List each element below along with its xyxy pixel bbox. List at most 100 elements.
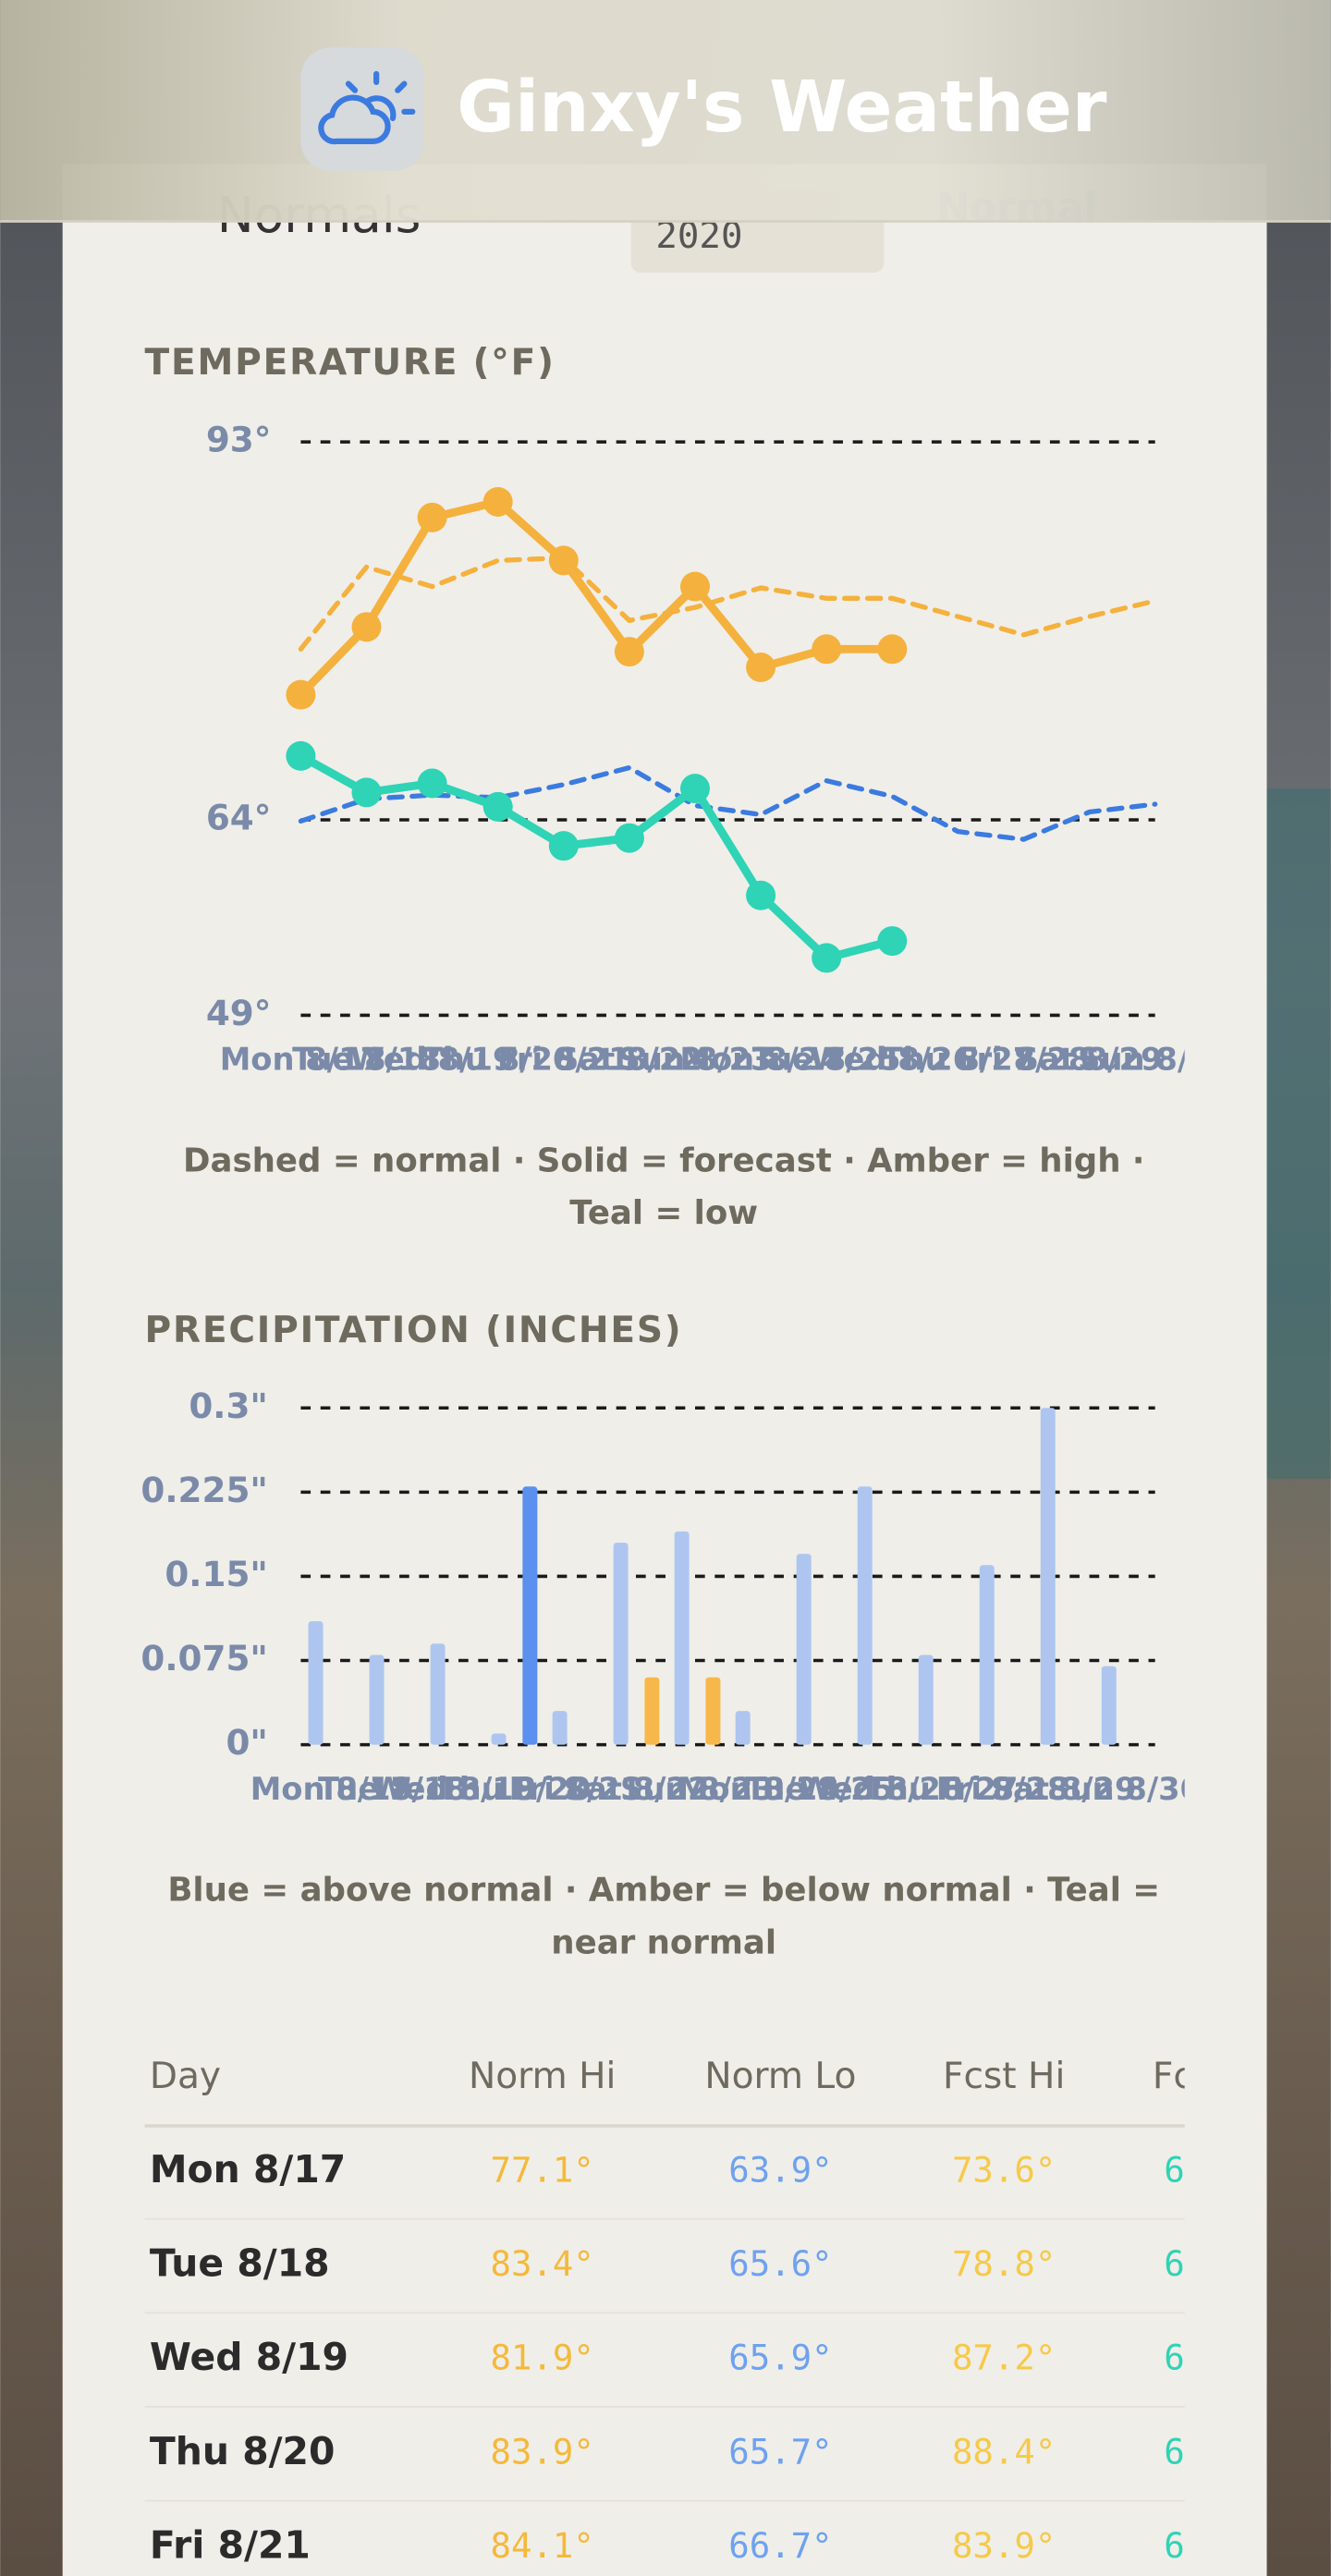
point	[351, 777, 382, 808]
point	[417, 502, 447, 532]
x-tick-label: Thu 8/20	[421, 1042, 575, 1078]
table-value: 63.9°	[728, 2149, 832, 2190]
y-tick-label: 64°	[206, 797, 272, 837]
x-tick-label: Sun 8/23	[618, 1042, 773, 1078]
x-tick-label: Tue 8/18	[292, 1042, 441, 1078]
point	[351, 612, 382, 642]
table-value: 78.8°	[952, 2243, 1056, 2284]
table-header: Norm Lo	[704, 2056, 856, 2097]
table-header: Norm Hi	[469, 2056, 616, 2097]
x-tick-label: Wed 8/19	[372, 1771, 536, 1807]
table-value: 81.9°	[491, 2338, 594, 2378]
y-tick-label: 0"	[226, 1722, 267, 1763]
bar	[674, 1531, 690, 1745]
table-day: Thu 8/20	[150, 2429, 336, 2473]
table-day: Mon 8/17	[150, 2147, 346, 2191]
point	[417, 768, 447, 799]
x-tick-label: Tue 8/25	[745, 1771, 894, 1807]
table-value: 73.6°	[952, 2149, 1056, 2190]
series-line	[296, 497, 897, 700]
table-value: 65.9°	[728, 2338, 832, 2378]
x-tick-label: Mon 8/24	[678, 1771, 839, 1807]
bar	[705, 1677, 721, 1745]
y-tick-label: 49°	[206, 993, 272, 1033]
chart-title: TEMPERATURE (°F)	[145, 342, 556, 384]
table-value: 62.0°	[1164, 2525, 1267, 2566]
x-tick-label: Wed 8/19	[350, 1042, 515, 1078]
x-tick-label: Tue 8/18	[318, 1771, 467, 1807]
point	[877, 634, 908, 665]
table-value: 87.2°	[952, 2338, 1056, 2378]
table-value: 66.1°	[1164, 2243, 1267, 2284]
point	[548, 545, 579, 576]
header-bar	[0, 0, 1331, 222]
chart-caption-box: Blue = above normal · Amber = below norm…	[167, 1870, 1160, 1962]
background-sea	[1266, 788, 1331, 1479]
point	[614, 823, 644, 853]
card	[62, 164, 1267, 2576]
x-tick-label: Mon 8/24	[679, 1042, 841, 1078]
point	[614, 637, 644, 667]
table-value: 88.4°	[952, 2431, 1056, 2472]
series-line	[298, 764, 1158, 842]
header-border	[0, 220, 1331, 223]
x-tick-label: Tue 8/25	[752, 1042, 901, 1078]
chart-caption: Dashed = normal · Solid = forecast · Amb…	[182, 1140, 1145, 1233]
y-tick-label: 0.225"	[140, 1470, 267, 1510]
table-value: 77.1°	[491, 2149, 594, 2190]
point	[286, 740, 316, 771]
bar	[644, 1677, 660, 1745]
table-day: Wed 8/19	[150, 2335, 348, 2379]
table-value: 84.1°	[491, 2525, 594, 2566]
table-value: 66.8°	[1164, 2338, 1267, 2378]
x-tick-label: Sun 8/23	[620, 1771, 775, 1807]
bar	[552, 1711, 568, 1745]
y-tick-label: 0.15"	[165, 1554, 268, 1594]
bar	[1101, 1666, 1117, 1745]
bar	[430, 1643, 446, 1745]
series-line	[298, 555, 1158, 652]
bar	[308, 1621, 324, 1745]
point	[877, 926, 908, 957]
chart-title: PRECIPITATION (INCHES)	[145, 1310, 683, 1351]
point	[812, 943, 842, 973]
header: Ginxy's Weather	[0, 0, 1331, 223]
x-tick-label: Sun 8/30	[1047, 1771, 1202, 1807]
point	[679, 774, 710, 804]
bar	[918, 1654, 934, 1745]
table-value: 83.9°	[952, 2525, 1056, 2566]
point	[812, 634, 842, 665]
point	[482, 791, 513, 822]
x-tick-label: Thu 8/27	[882, 1042, 1035, 1078]
bar	[796, 1554, 812, 1745]
y-tick-label: 0.075"	[140, 1638, 267, 1679]
series-line	[296, 751, 897, 962]
table-header: Day	[150, 2056, 221, 2097]
x-tick-label: Thu 8/20	[438, 1771, 592, 1807]
x-tick-label: Sun 8/30	[1078, 1042, 1232, 1078]
point	[482, 486, 513, 517]
x-tick-label: Mon 8/17	[250, 1771, 412, 1807]
table-value: 83.4°	[491, 2243, 594, 2284]
table-day: Fri 8/21	[150, 2522, 311, 2567]
table-value: 65.0°	[1164, 2431, 1267, 2472]
table-value: 68.9°	[1164, 2149, 1267, 2190]
y-tick-label: 0.3"	[189, 1386, 268, 1426]
x-tick-label: Fri 8/28	[958, 1042, 1091, 1078]
bar	[1040, 1408, 1056, 1745]
x-tick-label: Sat 8/22	[564, 1771, 710, 1807]
bar	[369, 1654, 385, 1745]
point	[746, 653, 776, 683]
bar	[857, 1486, 873, 1745]
bar	[522, 1486, 538, 1745]
bar	[979, 1565, 995, 1745]
bar	[735, 1711, 751, 1745]
x-tick-label: Sat 8/29	[991, 1771, 1137, 1807]
table-value: 66.7°	[728, 2525, 832, 2566]
chart-caption-box: Dashed = normal · Solid = forecast · Amb…	[182, 1140, 1145, 1233]
point	[286, 679, 316, 710]
bar	[491, 1733, 507, 1745]
